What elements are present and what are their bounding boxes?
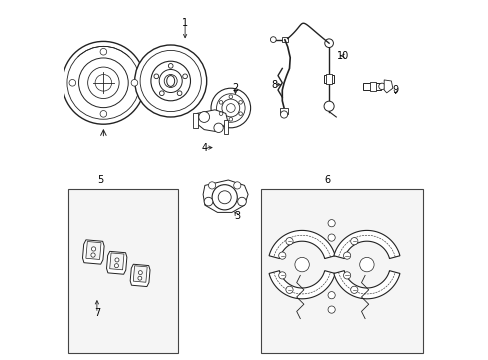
Bar bbox=[362, 83, 381, 90]
Polygon shape bbox=[268, 230, 334, 258]
Circle shape bbox=[327, 306, 335, 313]
Bar bbox=[369, 82, 375, 91]
Circle shape bbox=[69, 80, 76, 86]
Circle shape bbox=[285, 238, 292, 245]
Bar bbox=[279, 108, 288, 114]
Circle shape bbox=[343, 272, 350, 279]
Circle shape bbox=[378, 83, 385, 90]
Circle shape bbox=[131, 80, 138, 86]
Polygon shape bbox=[106, 251, 126, 274]
Bar bbox=[324, 75, 333, 83]
Circle shape bbox=[115, 258, 119, 262]
Text: 2: 2 bbox=[232, 83, 238, 93]
Polygon shape bbox=[109, 253, 124, 270]
Circle shape bbox=[226, 104, 235, 112]
Circle shape bbox=[233, 182, 241, 189]
Circle shape bbox=[151, 61, 190, 101]
Circle shape bbox=[183, 74, 187, 79]
Circle shape bbox=[212, 185, 237, 210]
Polygon shape bbox=[333, 230, 399, 258]
Circle shape bbox=[228, 117, 232, 121]
Circle shape bbox=[100, 49, 106, 55]
Circle shape bbox=[95, 75, 111, 91]
Circle shape bbox=[138, 276, 142, 280]
Circle shape bbox=[159, 69, 182, 93]
Bar bbox=[325, 74, 332, 84]
Text: 5: 5 bbox=[97, 175, 103, 185]
Text: 3: 3 bbox=[234, 211, 240, 221]
Circle shape bbox=[199, 112, 209, 122]
Circle shape bbox=[154, 74, 158, 79]
Circle shape bbox=[87, 67, 119, 99]
Circle shape bbox=[204, 197, 212, 206]
Circle shape bbox=[278, 252, 285, 259]
Circle shape bbox=[100, 111, 106, 117]
Circle shape bbox=[91, 253, 95, 257]
Polygon shape bbox=[268, 271, 334, 299]
Circle shape bbox=[216, 94, 244, 122]
Bar bbox=[224, 120, 228, 134]
Polygon shape bbox=[82, 240, 104, 264]
Circle shape bbox=[237, 197, 246, 206]
Circle shape bbox=[114, 264, 118, 268]
Circle shape bbox=[213, 123, 223, 132]
Circle shape bbox=[168, 63, 173, 68]
Circle shape bbox=[327, 234, 335, 241]
Circle shape bbox=[359, 257, 373, 272]
Circle shape bbox=[350, 238, 357, 245]
Circle shape bbox=[67, 46, 140, 119]
Bar bbox=[281, 37, 287, 42]
Circle shape bbox=[164, 75, 177, 87]
Circle shape bbox=[138, 271, 142, 275]
Polygon shape bbox=[133, 266, 147, 282]
Polygon shape bbox=[86, 242, 101, 260]
Circle shape bbox=[208, 182, 215, 189]
Circle shape bbox=[343, 252, 350, 259]
Circle shape bbox=[140, 50, 201, 112]
Circle shape bbox=[327, 292, 335, 299]
Text: 9: 9 bbox=[392, 85, 398, 95]
Circle shape bbox=[219, 100, 223, 104]
Circle shape bbox=[270, 37, 276, 42]
Text: 6: 6 bbox=[324, 175, 330, 185]
Circle shape bbox=[324, 101, 333, 111]
Circle shape bbox=[294, 257, 309, 272]
Polygon shape bbox=[203, 180, 247, 212]
Text: 4: 4 bbox=[202, 143, 207, 153]
Circle shape bbox=[211, 88, 250, 128]
Circle shape bbox=[79, 58, 128, 108]
Circle shape bbox=[62, 41, 144, 124]
Text: 8: 8 bbox=[270, 80, 277, 90]
Text: 1: 1 bbox=[182, 18, 188, 28]
Bar bbox=[193, 113, 197, 128]
Ellipse shape bbox=[166, 76, 174, 86]
Circle shape bbox=[228, 95, 232, 99]
Circle shape bbox=[324, 39, 333, 48]
Circle shape bbox=[350, 286, 357, 293]
Circle shape bbox=[219, 112, 223, 116]
Text: 7: 7 bbox=[94, 308, 100, 318]
Text: 10: 10 bbox=[337, 51, 349, 61]
Circle shape bbox=[280, 111, 287, 118]
Circle shape bbox=[134, 45, 206, 117]
Polygon shape bbox=[130, 264, 150, 287]
Circle shape bbox=[285, 286, 292, 293]
Circle shape bbox=[218, 191, 231, 204]
Circle shape bbox=[327, 220, 335, 227]
Bar bbox=[68, 189, 178, 353]
Circle shape bbox=[177, 91, 182, 95]
Circle shape bbox=[238, 100, 242, 104]
Circle shape bbox=[91, 247, 96, 251]
Bar bbox=[260, 189, 422, 353]
Circle shape bbox=[222, 99, 239, 117]
Polygon shape bbox=[195, 110, 227, 131]
Polygon shape bbox=[333, 271, 399, 299]
Circle shape bbox=[238, 112, 242, 116]
Circle shape bbox=[159, 91, 164, 95]
Polygon shape bbox=[384, 80, 392, 93]
Circle shape bbox=[278, 272, 285, 279]
